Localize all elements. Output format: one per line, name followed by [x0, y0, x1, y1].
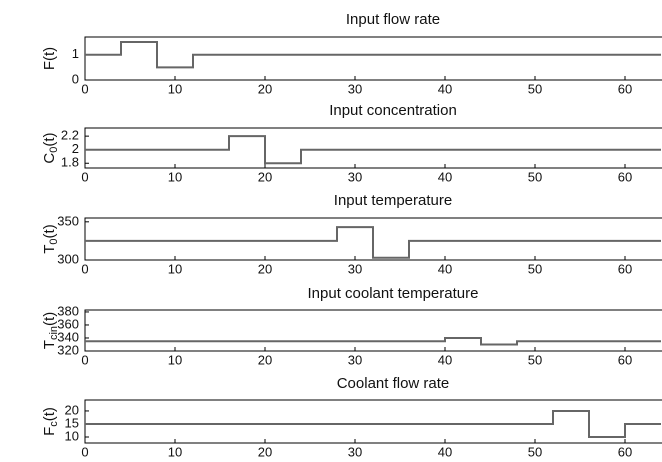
x-tick-label: 60	[618, 81, 632, 96]
axes-frame	[84, 399, 662, 444]
x-tick-label: 0	[81, 261, 88, 276]
x-tick-label: 10	[168, 444, 182, 459]
data-line	[85, 135, 661, 165]
y-tick-label: 0	[72, 71, 79, 86]
y-tick-label: 340	[57, 329, 79, 344]
y-tick-label: 380	[57, 303, 79, 318]
x-tick-label: 20	[258, 81, 272, 96]
x-tick-label: 40	[438, 261, 452, 276]
subplot-title: Input coolant temperature	[308, 285, 479, 302]
axes-frame	[84, 36, 662, 81]
x-tick-label: 30	[348, 261, 362, 276]
x-tick-label: 10	[168, 261, 182, 276]
y-tick-label: 1	[72, 46, 79, 61]
x-tick-label: 0	[81, 352, 88, 367]
y-tick-label: 360	[57, 316, 79, 331]
x-tick-label: 0	[81, 444, 88, 459]
subplot-title: Input concentration	[329, 102, 457, 119]
y-axis-label: Fc(t)	[41, 407, 60, 436]
x-tick-label: 20	[258, 261, 272, 276]
y-axis-label-part: F	[41, 427, 58, 436]
x-tick-label: 60	[618, 261, 632, 276]
x-tick-label: 40	[438, 352, 452, 367]
data-line	[85, 41, 661, 69]
x-tick-label: 50	[528, 444, 542, 459]
y-axis-label-part: (t)	[41, 132, 58, 146]
y-axis-label-part: (t)	[41, 312, 58, 326]
y-tick-label: 10	[65, 428, 79, 443]
x-tick-label: 30	[348, 81, 362, 96]
axes-frame	[84, 127, 662, 169]
x-tick-label: 50	[528, 81, 542, 96]
x-tick-label: 40	[438, 444, 452, 459]
x-tick-label: 50	[528, 169, 542, 184]
x-tick-label: 20	[258, 444, 272, 459]
y-axis-label-part: 0	[48, 238, 60, 244]
subplot-title: Input temperature	[334, 192, 452, 209]
y-tick-label: 2.2	[61, 128, 79, 143]
x-tick-label: 0	[81, 169, 88, 184]
x-tick-label: 30	[348, 444, 362, 459]
y-axis-label-part: 0	[48, 147, 60, 153]
x-tick-label: 10	[168, 352, 182, 367]
y-tick-label: 320	[57, 342, 79, 357]
x-tick-label: 40	[438, 169, 452, 184]
y-tick-label: 300	[57, 251, 79, 266]
y-tick-label: 15	[65, 415, 79, 430]
data-line	[85, 226, 661, 259]
data-line	[85, 336, 661, 346]
y-axis-label: Tcin(t)	[41, 312, 60, 349]
y-axis-label: T0(t)	[41, 224, 60, 253]
y-axis-label-part: T	[41, 340, 58, 349]
x-tick-label: 60	[618, 169, 632, 184]
y-tick-label: 2	[72, 141, 79, 156]
x-tick-label: 0	[81, 81, 88, 96]
y-tick-label: 350	[57, 213, 79, 228]
x-tick-label: 10	[168, 81, 182, 96]
x-tick-label: 50	[528, 352, 542, 367]
y-axis-label-part: c	[48, 421, 60, 427]
y-axis-label: C0(t)	[41, 132, 60, 163]
y-tick-label: 20	[65, 402, 79, 417]
x-tick-label: 20	[258, 169, 272, 184]
y-axis-label-part: F(t)	[41, 47, 58, 70]
data-line	[85, 409, 661, 439]
axes-frame	[84, 309, 662, 352]
x-tick-label: 30	[348, 352, 362, 367]
x-tick-label: 60	[618, 352, 632, 367]
y-axis-label-part: cin	[48, 326, 60, 340]
axes-frame	[84, 217, 662, 261]
y-axis-label-part: (t)	[41, 224, 58, 238]
y-tick-label: 1.8	[61, 155, 79, 170]
x-tick-label: 50	[528, 261, 542, 276]
y-axis-label-part: (t)	[41, 407, 58, 421]
subplot-title: Input flow rate	[346, 11, 440, 28]
x-tick-label: 10	[168, 169, 182, 184]
y-axis-label: F(t)	[41, 47, 58, 70]
subplot-title: Coolant flow rate	[337, 375, 450, 392]
x-tick-label: 20	[258, 352, 272, 367]
x-tick-label: 30	[348, 169, 362, 184]
x-tick-label: 60	[618, 444, 632, 459]
x-tick-label: 40	[438, 81, 452, 96]
y-axis-label-part: T	[41, 245, 58, 254]
y-axis-label-part: C	[41, 153, 58, 164]
